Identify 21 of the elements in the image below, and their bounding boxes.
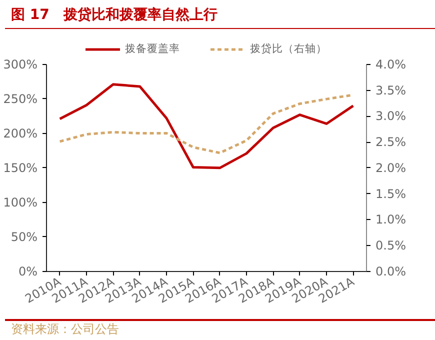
y2-tick-label: 1.5% xyxy=(376,186,406,201)
y-tick-label: 300% xyxy=(3,57,38,72)
y-tick-label: 50% xyxy=(10,230,38,244)
legend-label: 拨贷比（右轴） xyxy=(250,42,327,56)
y2-tick-label: 0.5% xyxy=(376,238,406,253)
y2-tick-label: 1.0% xyxy=(376,212,406,227)
y2-tick-label: 0.0% xyxy=(376,264,406,278)
y-tick-label: 150% xyxy=(3,160,38,175)
y2-tick-label: 2.5% xyxy=(376,135,406,150)
y2-tick-label: 3.5% xyxy=(376,83,406,98)
text: 资料来源：公司公告 xyxy=(11,321,119,338)
legend-label: 拨备覆盖率 xyxy=(125,42,180,56)
y-tick-label: 0% xyxy=(18,264,38,278)
y-tick-label: 100% xyxy=(3,195,38,210)
line-series xyxy=(58,83,354,170)
y-tick-label: 200% xyxy=(3,126,38,140)
y2-tick-label: 4.0% xyxy=(376,57,406,72)
y-tick-label: 250% xyxy=(3,92,38,106)
y2-tick-label: 2.0% xyxy=(376,160,406,175)
y2-tick-label: 3.0% xyxy=(376,109,406,124)
chart-title: 图 17 拨贷比和拨覆率自然上行 xyxy=(11,6,218,25)
